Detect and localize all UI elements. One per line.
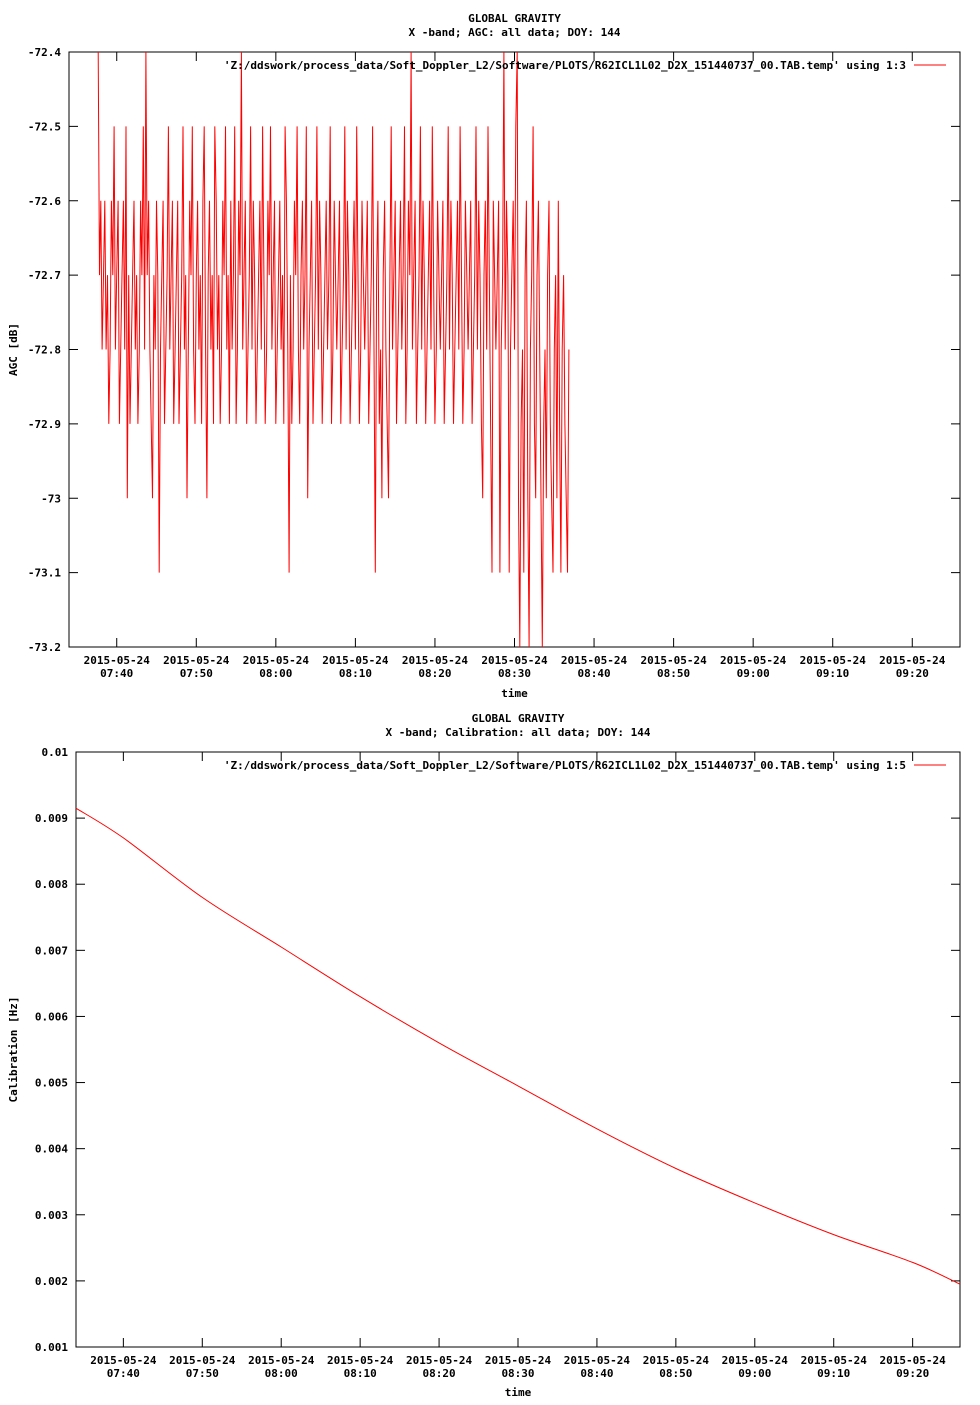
y-tick-label: 0.003 xyxy=(35,1209,68,1222)
x-tick-date: 2015-05-24 xyxy=(322,654,389,667)
x-tick-date: 2015-05-24 xyxy=(879,654,946,667)
x-tick-time: 08:00 xyxy=(265,1367,298,1380)
x-tick-time: 08:40 xyxy=(577,667,610,680)
x-axis-label: time xyxy=(501,687,528,700)
y-tick-label: -72.8 xyxy=(28,344,61,357)
x-tick-time: 07:40 xyxy=(107,1367,140,1380)
y-tick-label: -73.1 xyxy=(28,567,61,580)
y-tick-label: 0.004 xyxy=(35,1143,68,1156)
y-tick-label: 0.007 xyxy=(35,944,68,957)
x-tick-time: 09:20 xyxy=(896,1367,929,1380)
x-tick-date: 2015-05-24 xyxy=(402,654,469,667)
y-tick-label: 0.005 xyxy=(35,1077,68,1090)
x-tick-time: 08:30 xyxy=(501,1367,534,1380)
x-tick-date: 2015-05-24 xyxy=(90,1354,157,1367)
y-tick-label: 0.006 xyxy=(35,1010,68,1023)
x-tick-time: 08:20 xyxy=(418,667,451,680)
x-tick-time: 09:10 xyxy=(816,667,849,680)
x-tick-date: 2015-05-24 xyxy=(640,654,707,667)
x-tick-date: 2015-05-24 xyxy=(564,1354,631,1367)
y-tick-label: 0.008 xyxy=(35,878,68,891)
x-tick-time: 08:10 xyxy=(344,1367,377,1380)
x-tick-time: 08:50 xyxy=(659,1367,692,1380)
x-tick-time: 09:10 xyxy=(817,1367,850,1380)
x-tick-date: 2015-05-24 xyxy=(880,1354,947,1367)
plot-frame xyxy=(75,751,961,1348)
x-tick-time: 08:30 xyxy=(498,667,531,680)
x-tick-date: 2015-05-24 xyxy=(243,654,310,667)
x-tick-date: 2015-05-24 xyxy=(84,654,151,667)
x-tick-date: 2015-05-24 xyxy=(561,654,628,667)
x-tick-time: 09:20 xyxy=(896,667,929,680)
x-tick-date: 2015-05-24 xyxy=(800,654,867,667)
x-tick-date: 2015-05-24 xyxy=(801,1354,868,1367)
x-tick-date: 2015-05-24 xyxy=(643,1354,710,1367)
series-line xyxy=(97,51,570,648)
y-tick-label: -72.7 xyxy=(28,269,61,282)
y-tick-label: 0.009 xyxy=(35,812,68,825)
legend-entry: 'Z:/ddswork/process_data/Soft_Doppler_L2… xyxy=(224,759,906,772)
y-tick-label: 0.002 xyxy=(35,1275,68,1288)
x-tick-time: 08:20 xyxy=(423,1367,456,1380)
x-tick-time: 07:50 xyxy=(186,1367,219,1380)
x-tick-time: 08:40 xyxy=(580,1367,613,1380)
y-axis-label: Calibration [Hz] xyxy=(7,997,20,1103)
x-tick-date: 2015-05-24 xyxy=(481,654,548,667)
x-tick-date: 2015-05-24 xyxy=(327,1354,394,1367)
chart-title: GLOBAL GRAVITY xyxy=(472,712,565,725)
x-tick-time: 08:50 xyxy=(657,667,690,680)
x-tick-date: 2015-05-24 xyxy=(485,1354,552,1367)
x-tick-date: 2015-05-24 xyxy=(169,1354,236,1367)
x-tick-date: 2015-05-24 xyxy=(720,654,787,667)
y-tick-label: 0.001 xyxy=(35,1341,68,1354)
x-tick-time: 08:10 xyxy=(339,667,372,680)
x-tick-date: 2015-05-24 xyxy=(722,1354,789,1367)
y-tick-label: -73 xyxy=(41,492,61,505)
x-tick-time: 09:00 xyxy=(737,667,770,680)
legend-entry: 'Z:/ddswork/process_data/Soft_Doppler_L2… xyxy=(224,59,906,72)
y-tick-label: -72.4 xyxy=(28,46,61,59)
x-tick-date: 2015-05-24 xyxy=(163,654,230,667)
chart-title: GLOBAL GRAVITY xyxy=(468,12,561,25)
series-line xyxy=(75,807,961,1285)
y-tick-label: -73.2 xyxy=(28,641,61,654)
x-axis-label: time xyxy=(505,1386,532,1399)
chart-subtitle: X -band; Calibration: all data; DOY: 144 xyxy=(386,726,651,739)
y-tick-label: -72.9 xyxy=(28,418,61,431)
x-tick-time: 07:50 xyxy=(180,667,213,680)
y-tick-label: -72.5 xyxy=(28,120,61,133)
x-tick-time: 08:00 xyxy=(259,667,292,680)
x-tick-time: 09:00 xyxy=(738,1367,771,1380)
x-tick-date: 2015-05-24 xyxy=(248,1354,315,1367)
y-axis-label: AGC [dB] xyxy=(7,323,20,376)
chart-subtitle: X -band; AGC: all data; DOY: 144 xyxy=(409,26,621,39)
x-tick-date: 2015-05-24 xyxy=(406,1354,473,1367)
y-tick-label: -72.6 xyxy=(28,195,61,208)
x-tick-time: 07:40 xyxy=(100,667,133,680)
y-tick-label: 0.01 xyxy=(42,746,69,759)
